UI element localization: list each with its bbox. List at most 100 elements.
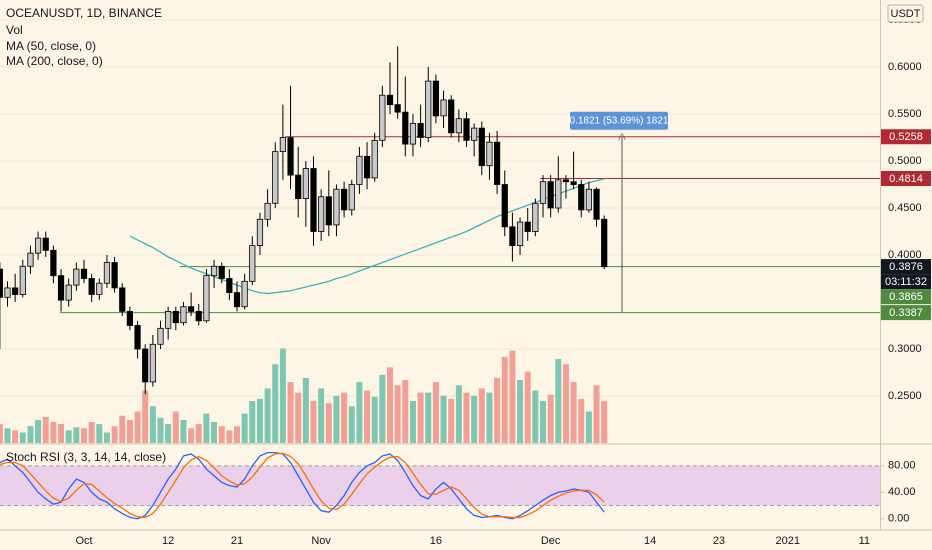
candle-body bbox=[486, 141, 493, 167]
volume-bar bbox=[165, 424, 172, 443]
volume-bar bbox=[570, 382, 577, 443]
x-tick-label: 11 bbox=[859, 535, 870, 547]
stoch-pane bbox=[0, 451, 880, 520]
volume-bar bbox=[287, 382, 294, 443]
currency-box[interactable] bbox=[887, 4, 924, 23]
candle-body bbox=[302, 168, 309, 200]
price-tag-label: 0.5258 bbox=[889, 131, 923, 143]
volume-bar bbox=[562, 364, 569, 443]
candle-body bbox=[478, 127, 485, 167]
volume-bar bbox=[364, 390, 371, 443]
candle-body bbox=[601, 218, 608, 268]
volume-bar bbox=[585, 411, 592, 443]
volume-bar bbox=[35, 419, 42, 443]
price-tag-label: 0.3387 bbox=[889, 307, 923, 319]
candle-body bbox=[417, 123, 424, 138]
candle-body bbox=[233, 292, 241, 308]
volume-bar bbox=[578, 398, 585, 443]
price-tag-label: 0.3876 bbox=[889, 261, 923, 273]
countdown-box bbox=[881, 274, 931, 290]
candle-body bbox=[363, 155, 371, 179]
volume-bar bbox=[241, 413, 248, 443]
candle-body bbox=[455, 118, 462, 134]
volume-bar bbox=[478, 388, 485, 443]
candle-body bbox=[264, 202, 271, 220]
volume-bar bbox=[157, 417, 164, 443]
volume-bar bbox=[417, 392, 424, 443]
candle-body bbox=[0, 268, 3, 298]
volume-bar bbox=[517, 380, 524, 443]
candle-body bbox=[256, 218, 264, 247]
volume-bar bbox=[379, 374, 386, 443]
candle-body bbox=[88, 278, 95, 295]
volume-bar bbox=[12, 430, 19, 443]
volume-bar bbox=[394, 385, 401, 443]
candle-body bbox=[516, 221, 524, 247]
y-tick-label: 0.6000 bbox=[888, 61, 922, 73]
x-tick-label: 16 bbox=[430, 535, 442, 547]
volume-bar bbox=[103, 432, 110, 443]
candle-body bbox=[509, 226, 516, 247]
candle-body bbox=[547, 181, 554, 209]
candle-body bbox=[157, 327, 164, 345]
volume-bar bbox=[333, 395, 340, 443]
volume-bar bbox=[409, 401, 416, 443]
volume-bar bbox=[19, 432, 26, 443]
volume-bar bbox=[325, 403, 332, 443]
countdown: 03:11:32 bbox=[885, 276, 927, 288]
candle-body bbox=[570, 181, 577, 185]
candle-body bbox=[279, 137, 287, 153]
candle-body bbox=[165, 311, 172, 329]
candle-body bbox=[50, 249, 57, 277]
currency[interactable]: USDT bbox=[891, 8, 921, 20]
volume-bar bbox=[348, 406, 355, 443]
x-tick-label: 12 bbox=[162, 535, 174, 547]
candle-body bbox=[501, 184, 508, 228]
price-tag bbox=[881, 289, 931, 305]
volume-bar bbox=[264, 388, 271, 443]
volume-bar bbox=[119, 415, 126, 443]
candle-body bbox=[585, 188, 593, 211]
x-tick-label: 2021 bbox=[776, 535, 800, 547]
candle-body bbox=[272, 151, 279, 204]
candle-body bbox=[134, 325, 141, 350]
candle-body bbox=[42, 237, 49, 251]
volume-bar bbox=[302, 377, 309, 443]
price-pane bbox=[0, 19, 880, 443]
y-tick-label: 0.4500 bbox=[888, 202, 922, 214]
y-tick-label: 0.5500 bbox=[888, 108, 922, 120]
volume-bar bbox=[65, 430, 72, 443]
candle-body bbox=[96, 282, 103, 295]
y-tick-label: 80.00 bbox=[888, 460, 916, 472]
candle-body bbox=[57, 275, 65, 301]
candle-body bbox=[333, 188, 340, 226]
candle-body bbox=[578, 184, 585, 211]
candle-body bbox=[142, 348, 149, 383]
candle-body bbox=[249, 245, 256, 282]
candle-body bbox=[12, 287, 19, 295]
volume-bar bbox=[555, 359, 562, 443]
candle-body bbox=[463, 118, 470, 141]
y-tick-label: 0.5000 bbox=[888, 155, 922, 167]
candle-body bbox=[348, 184, 355, 211]
volume-bar bbox=[509, 350, 516, 443]
candle-body bbox=[539, 181, 547, 204]
candle-body bbox=[386, 94, 394, 106]
candle-body bbox=[356, 155, 363, 185]
volume-bar bbox=[318, 388, 325, 443]
volume-bar bbox=[249, 401, 256, 443]
candle-body bbox=[126, 311, 133, 326]
price-tag bbox=[881, 305, 931, 321]
candle-body bbox=[287, 137, 294, 176]
price-tag-label: 0.4814 bbox=[889, 173, 923, 185]
candle-body bbox=[409, 123, 417, 145]
x-tick-label: Oct bbox=[75, 535, 92, 547]
price-tag bbox=[881, 129, 931, 145]
volume-bar bbox=[440, 395, 447, 443]
measure-box bbox=[570, 111, 668, 130]
candle-body bbox=[187, 306, 195, 312]
x-tick-label: 23 bbox=[713, 535, 725, 547]
volume-bar bbox=[203, 413, 210, 443]
candle-body bbox=[325, 196, 332, 226]
